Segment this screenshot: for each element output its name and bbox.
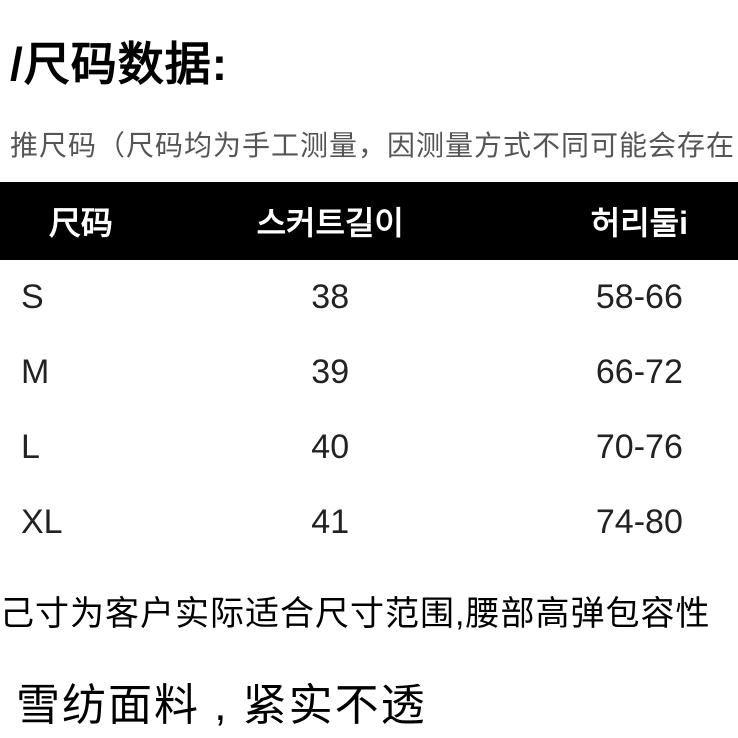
footer-note-2: 雪纺面料 , 紧实不透 (0, 635, 738, 733)
table-row: L 40 70-76 (0, 410, 738, 485)
table-header-row: 尺码 스커트길이 허리둘i (0, 183, 738, 259)
cell-size: M (0, 335, 171, 410)
size-table: 尺码 스커트길이 허리둘i S 38 58-66 M 39 66-72 L 40… (0, 182, 738, 560)
col-header-waist: 허리둘i (490, 183, 738, 259)
cell-size: XL (0, 485, 171, 560)
col-header-length: 스커트길이 (171, 183, 490, 259)
cell-len: 41 (171, 485, 490, 560)
table-row: XL 41 74-80 (0, 485, 738, 560)
cell-len: 39 (171, 335, 490, 410)
cell-size: L (0, 410, 171, 485)
size-note: 推尺码（尺码均为手工测量，因测量方式不同可能会存在 1- (0, 124, 738, 182)
cell-waist: 74-80 (490, 485, 738, 560)
table-row: M 39 66-72 (0, 335, 738, 410)
cell-len: 40 (171, 410, 490, 485)
cell-len: 38 (171, 259, 490, 335)
cell-size: S (0, 259, 171, 335)
cell-waist: 58-66 (490, 259, 738, 335)
cell-waist: 66-72 (490, 335, 738, 410)
page-title: /尺码数据: (0, 0, 738, 124)
footer-note-1: 己寸为客户实际适合尺寸范围,腰部高弹包容性 (0, 560, 738, 635)
cell-waist: 70-76 (490, 410, 738, 485)
col-header-size: 尺码 (0, 183, 171, 259)
table-row: S 38 58-66 (0, 259, 738, 335)
